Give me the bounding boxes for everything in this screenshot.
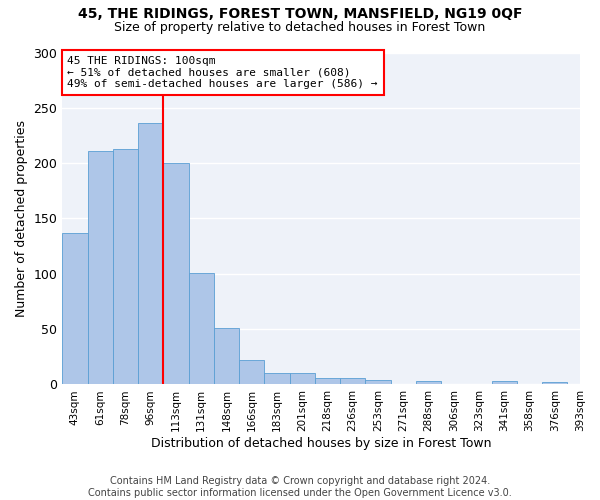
Bar [340, 378, 365, 384]
Bar [163, 163, 188, 384]
Text: 45, THE RIDINGS, FOREST TOWN, MANSFIELD, NG19 0QF: 45, THE RIDINGS, FOREST TOWN, MANSFIELD,… [78, 8, 522, 22]
Bar [62, 233, 88, 384]
Bar [88, 151, 113, 384]
Bar [315, 378, 340, 384]
Text: Contains HM Land Registry data © Crown copyright and database right 2024.
Contai: Contains HM Land Registry data © Crown c… [88, 476, 512, 498]
Y-axis label: Number of detached properties: Number of detached properties [15, 120, 28, 317]
Bar [188, 272, 214, 384]
Bar [290, 374, 315, 384]
X-axis label: Distribution of detached houses by size in Forest Town: Distribution of detached houses by size … [151, 437, 491, 450]
Text: Size of property relative to detached houses in Forest Town: Size of property relative to detached ho… [115, 21, 485, 34]
Bar [113, 149, 138, 384]
Bar [239, 360, 265, 384]
Bar [265, 374, 290, 384]
Bar [542, 382, 568, 384]
Bar [416, 381, 441, 384]
Bar [138, 124, 163, 384]
Bar [214, 328, 239, 384]
Bar [491, 381, 517, 384]
Text: 45 THE RIDINGS: 100sqm
← 51% of detached houses are smaller (608)
49% of semi-de: 45 THE RIDINGS: 100sqm ← 51% of detached… [67, 56, 378, 89]
Bar [365, 380, 391, 384]
